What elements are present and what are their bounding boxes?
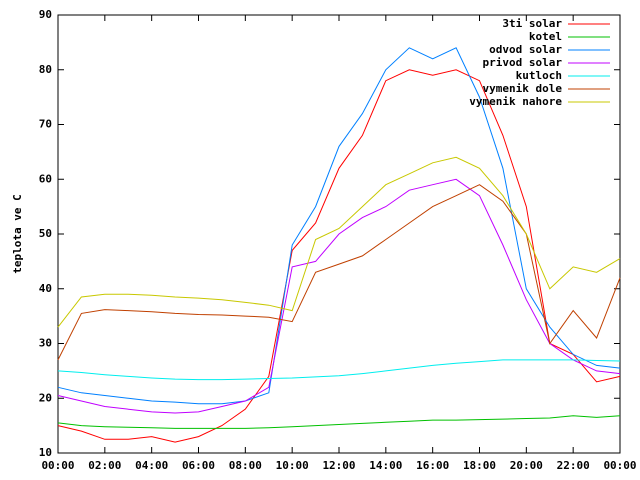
series-line [57,359,621,381]
x-tick-label: 08:00 [229,459,262,472]
y-tick-label: 10 [39,446,52,459]
legend-label: kutloch [516,69,562,82]
x-tick-label: 04:00 [135,459,168,472]
legend-label: privod solar [483,56,563,69]
x-tick-label: 00:00 [41,459,74,472]
series-line [57,178,621,414]
legend-label: vymenik nahore [469,95,562,108]
y-tick-label: 90 [39,8,52,21]
y-tick-label: 20 [39,391,52,404]
legend-label: odvod solar [489,43,562,56]
series-line [57,415,621,429]
x-tick-label: 00:00 [603,459,636,472]
x-tick-label: 22:00 [557,459,590,472]
x-tick-label: 02:00 [88,459,121,472]
x-tick-label: 12:00 [322,459,355,472]
y-tick-label: 50 [39,227,52,240]
series-line [57,47,621,405]
legend-label: vymenik dole [483,82,563,95]
y-tick-label: 70 [39,118,52,131]
x-tick-label: 16:00 [416,459,449,472]
legend-label: 3ti solar [502,17,562,30]
x-tick-label: 14:00 [369,459,402,472]
series-line [57,184,621,361]
legend-label: kotel [529,30,562,43]
x-tick-label: 06:00 [182,459,215,472]
y-tick-label: 80 [39,63,52,76]
series-line [57,156,621,328]
x-tick-label: 20:00 [510,459,543,472]
x-tick-label: 18:00 [463,459,496,472]
y-tick-label: 30 [39,337,52,350]
y-tick-label: 60 [39,172,52,185]
y-axis-label: teplota ve C [11,194,24,273]
series-line [57,69,621,443]
y-tick-label: 40 [39,282,52,295]
x-tick-label: 10:00 [276,459,309,472]
